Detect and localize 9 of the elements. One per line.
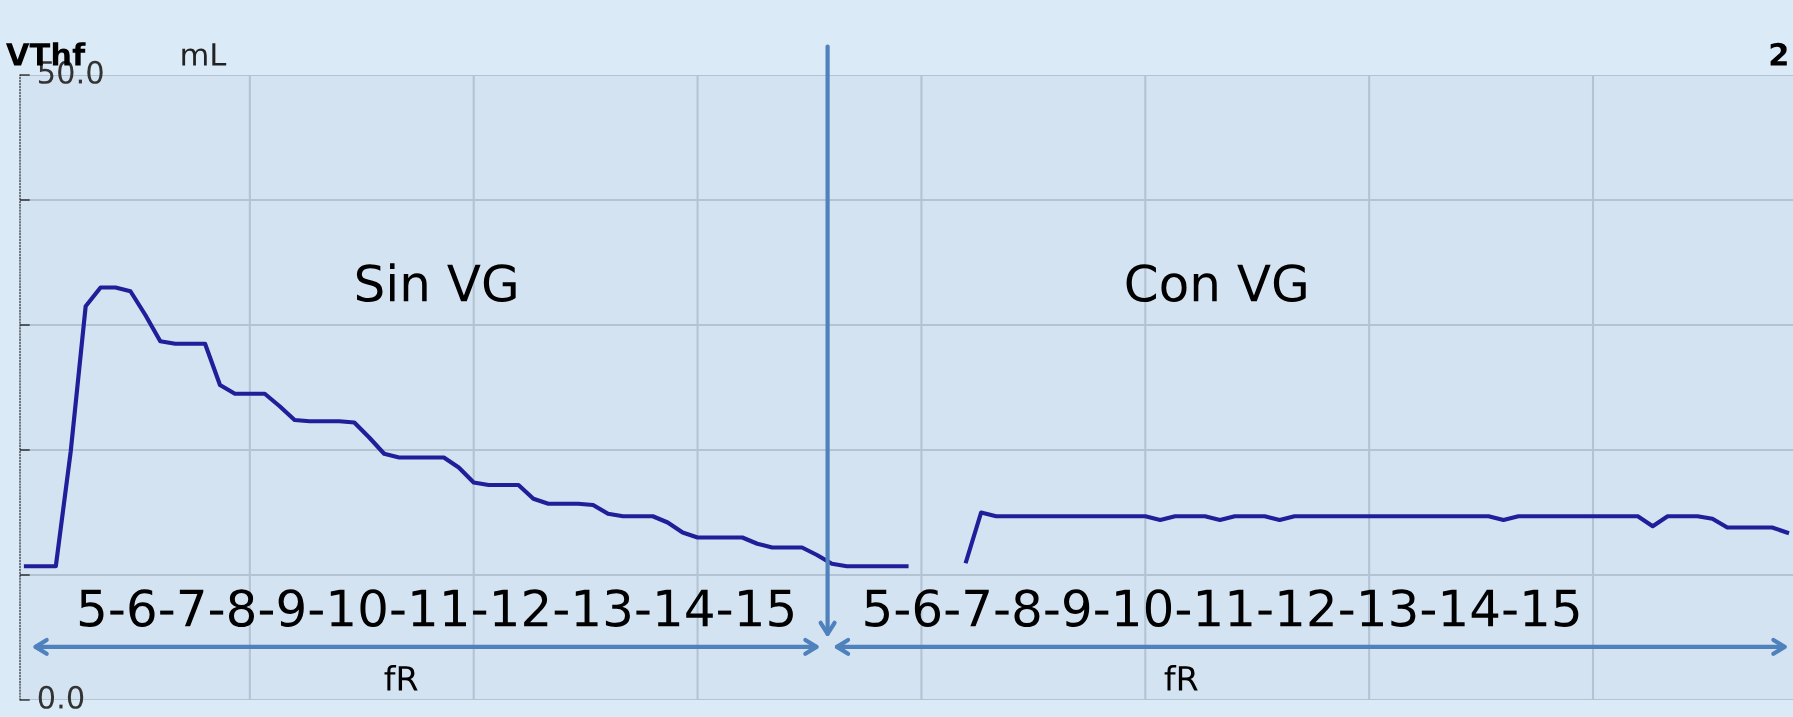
annotation: fR: [384, 665, 418, 691]
y-tick-label: 0.0: [38, 685, 84, 709]
annotation: 5-6-7-8-9-10-11-12-13-14-15: [865, 589, 1579, 628]
annotation: 5-6-7-8-9-10-11-12-13-14-15: [79, 589, 793, 628]
annotation: fR: [1164, 665, 1198, 691]
text: 2: [1770, 42, 1787, 66]
text: mL: [182, 43, 227, 66]
annotation: Con VG: [1126, 264, 1306, 303]
annotation: Sin VG: [356, 263, 516, 303]
